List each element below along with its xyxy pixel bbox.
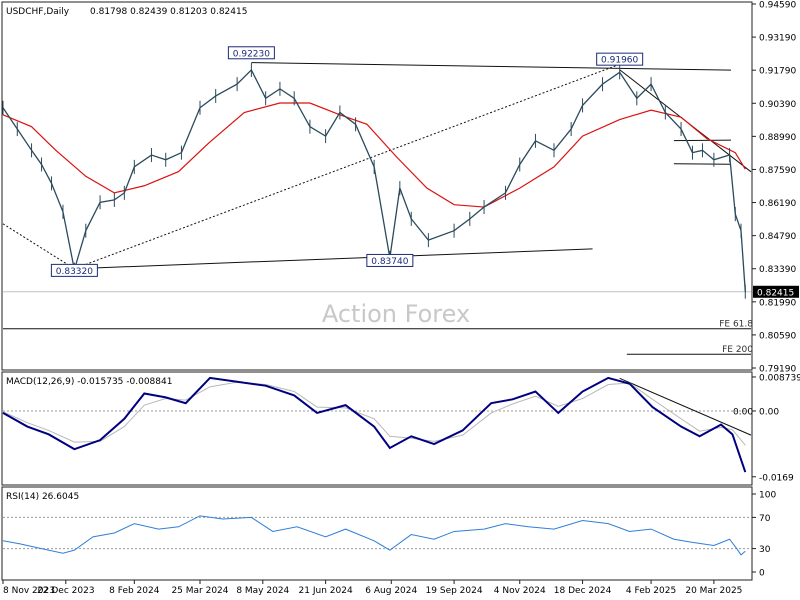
price-y-tick-label: 0.90390 (759, 100, 796, 110)
macd-zero-label: 0.00 (733, 407, 753, 417)
macd-y-tick-label: 0.008739 (759, 373, 800, 383)
ohlc-values: 0.81798 0.82439 0.81203 0.82415 (90, 7, 247, 17)
point-label-box (227, 46, 275, 60)
rsi-y-tick-label: 100 (759, 491, 776, 501)
rsi-panel: 100 70 30 0 (2, 491, 776, 579)
point-label: 0.92230 (233, 49, 270, 59)
x-tick-label: 19 Sep 2024 (426, 586, 483, 596)
rsi-y-tick-label: 70 (759, 514, 771, 524)
price-y-tick-label: 0.84790 (759, 232, 796, 242)
x-tick-label: 8 May 2024 (236, 586, 289, 596)
x-tick-label: 4 Nov 2024 (494, 586, 546, 596)
macd-label: MACD(12,26,9) -0.015735 -0.008841 (6, 377, 172, 387)
price-panel-frame (1, 1, 753, 371)
x-tick-label: 18 Dec 2024 (554, 586, 612, 596)
macd-line (2, 376, 747, 473)
symbol-title: USDCHF,Daily (6, 7, 70, 17)
price-y-tick-label: 0.80590 (759, 331, 796, 341)
macd-trendline (619, 377, 752, 436)
price-y-tick-label: 0.93190 (759, 34, 796, 44)
price-y-tick-label: 0.86190 (759, 199, 796, 209)
moving-average-line (2, 102, 746, 208)
rsi-y-tick-label: 0 (759, 569, 765, 579)
price-bars (2, 62, 746, 299)
trendline-left-dotted (2, 223, 75, 270)
price-header: USDCHF,Daily 0.81798 0.82439 0.81203 0.8… (6, 7, 247, 17)
price-reference-lines: FE 61.8 FE 200 0.82415 (2, 62, 799, 355)
price-y-tick-label: 0.88990 (759, 133, 796, 143)
moving-average (2, 102, 746, 208)
x-tick-label: 22 Dec 2023 (37, 586, 95, 596)
price-y-tick-label: 0.79190 (759, 365, 796, 375)
price-y-tick-label: 0.81990 (759, 298, 796, 308)
point-label-box (366, 253, 414, 267)
last-price-label: 0.82415 (757, 288, 794, 298)
macd-panel-frame (1, 371, 753, 486)
x-tick-label: 20 Mar 2025 (685, 586, 742, 596)
point-label-box (50, 263, 98, 277)
price-y-axis: 0.94590 0.93190 0.91790 0.90390 0.88990 0.875… (752, 1, 796, 375)
watermark: Action Forex (322, 300, 470, 328)
point-label: 0.83740 (371, 257, 408, 267)
x-tick-label: 4 Feb 2025 (626, 586, 676, 596)
point-label: 0.83320 (56, 267, 93, 277)
price-y-tick-label: 0.83390 (759, 265, 796, 275)
price-y-tick-label: 0.91790 (759, 67, 796, 77)
fe-label: FE 61.8 (719, 319, 753, 329)
x-tick-label: 8 Nov 2023 (3, 586, 55, 596)
macd-panel: 0.008739 0.00 -0.0169 0.00 (2, 373, 800, 483)
fe-label: FE 200 (722, 345, 753, 355)
price-y-tick-label: 0.87590 (759, 166, 796, 176)
trendline-support-dotted (74, 63, 620, 270)
point-label-box (596, 52, 644, 66)
price-point-labels: 0.83320 0.92230 0.83740 0.91960 (50, 46, 644, 277)
macd-y-tick-label: 0.00 (759, 407, 779, 417)
chart-frame (1, 1, 753, 581)
x-tick-label: 25 Mar 2024 (171, 586, 228, 596)
last-price-badge (753, 285, 799, 298)
macd-signal-line (2, 381, 746, 446)
x-tick-label: 21 Jun 2024 (299, 586, 353, 596)
point-label: 0.91960 (601, 56, 638, 66)
x-tick-label: 8 Feb 2024 (109, 586, 160, 596)
macd-y-tick-label: -0.0169 (759, 473, 794, 483)
price-y-tick-label: 0.94590 (759, 1, 796, 11)
rsi-panel-frame (1, 486, 753, 581)
rsi-line (2, 515, 746, 556)
trendline-upper-range (251, 62, 732, 71)
trendline-lower-range (74, 248, 593, 270)
rsi-y-tick-label: 30 (759, 545, 771, 555)
rsi-label: RSI(14) 26.6045 (6, 492, 79, 502)
x-tick-label: 6 Aug 2024 (365, 586, 417, 596)
